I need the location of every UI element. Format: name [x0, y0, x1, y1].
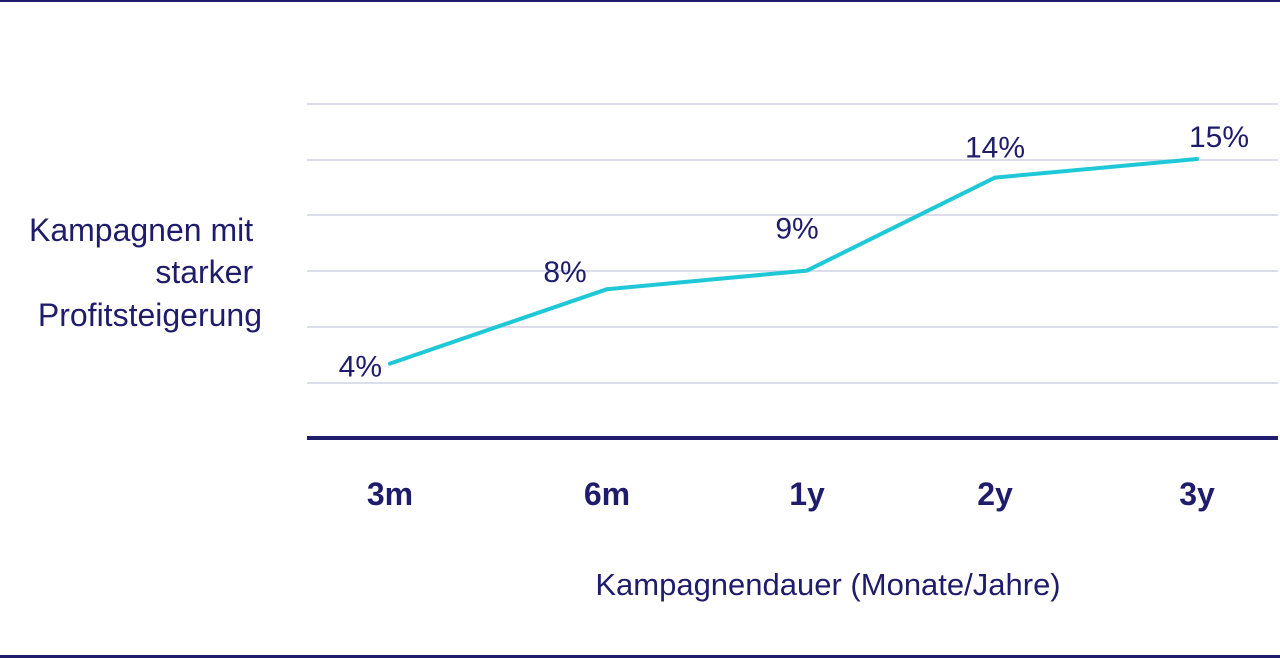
data-label: 4% — [339, 351, 382, 384]
data-point — [1195, 157, 1199, 161]
data-label: 15% — [1189, 121, 1249, 154]
data-point — [605, 287, 609, 292]
x-tick-label: 1y — [789, 476, 825, 512]
y-axis-title: Kampagnen mit starker Profitsteigerung — [29, 212, 262, 333]
data-label: 9% — [775, 213, 818, 246]
x-tick-label: 2y — [977, 476, 1013, 512]
top-frame-rule — [0, 0, 1280, 2]
bottom-frame-rule — [0, 655, 1280, 658]
data-label: 8% — [543, 256, 586, 289]
series-line — [389, 157, 1198, 366]
data-label: 14% — [965, 132, 1025, 165]
x-tick-label: 3y — [1179, 476, 1215, 512]
x-tick-labels: 3m 6m 1y 2y 3y — [367, 476, 1215, 512]
x-tick-label: 3m — [367, 476, 413, 512]
gridlines — [307, 103, 1278, 384]
data-point — [993, 175, 997, 180]
x-axis-title: Kampagnendauer (Monate/Jahre) — [595, 567, 1060, 602]
data-point — [388, 361, 392, 366]
series-group: 4% 8% 9% 14% 15% — [339, 121, 1249, 384]
y-axis-title-line-1: Kampagnen mit — [29, 212, 253, 248]
y-axis-title-line-3: Profitsteigerung — [38, 297, 262, 333]
y-axis-title-line-2: starker — [155, 254, 253, 290]
x-tick-label: 6m — [584, 476, 630, 512]
data-point — [805, 268, 809, 273]
